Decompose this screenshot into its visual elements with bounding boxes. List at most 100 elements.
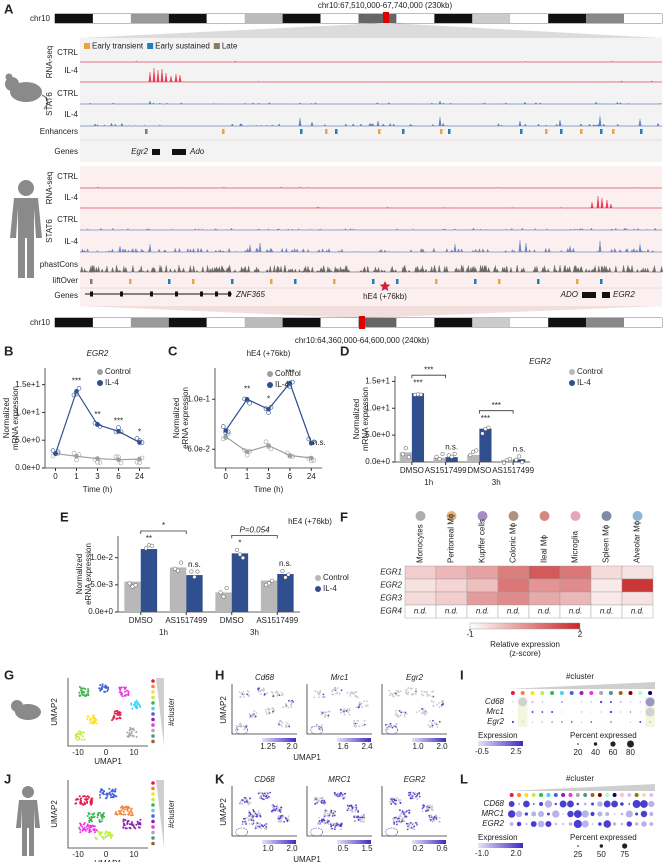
umap-point (410, 825, 413, 827)
umap-point (260, 827, 263, 830)
umap-point (428, 807, 430, 810)
umap-point (84, 798, 87, 801)
umap-point (122, 806, 125, 809)
umap-point (76, 797, 79, 800)
replicate-point (468, 453, 473, 458)
chromosome-band (168, 318, 207, 327)
umap-point (279, 723, 282, 726)
umap-point (322, 796, 324, 799)
bracket-label: P=0.054 (239, 525, 270, 534)
size-legend-dot (577, 743, 579, 745)
umap-point (255, 712, 258, 714)
colorbar-tick-label: -1 (466, 630, 474, 639)
umap-point (87, 715, 90, 718)
dotplot-dot (573, 819, 582, 829)
umap-point (257, 792, 260, 795)
x-tick-label: AS1517499 (165, 616, 207, 625)
umap-point (134, 827, 137, 830)
chromosome-band (282, 14, 321, 23)
dotplot-dot (573, 810, 582, 818)
umap-point (126, 809, 129, 812)
legend-marker (97, 380, 103, 386)
umap-point (109, 796, 112, 799)
umap-point (348, 709, 351, 712)
row-label: EGR3 (380, 594, 402, 603)
umap-point (333, 814, 336, 817)
umap-point (264, 709, 267, 711)
colorbar-tick-label: 1.6 (337, 742, 349, 751)
umap-point (331, 827, 334, 830)
legend-label: Control (577, 367, 603, 376)
dotplot-gene-label: MRC1 (481, 809, 504, 818)
umap-point (99, 789, 102, 792)
dotplot-dot (580, 711, 583, 713)
feature-colorbar (412, 840, 446, 844)
bar (260, 580, 278, 612)
column-label: Peritoneal Mϕ (447, 513, 456, 563)
umap-point (79, 689, 82, 692)
umap-point (415, 687, 418, 690)
column-label: Kupffer cells (478, 519, 487, 563)
umap-point (127, 690, 130, 693)
umap-point (130, 807, 133, 810)
umap-point (76, 732, 79, 735)
umap-point (414, 792, 417, 794)
umap-point (252, 819, 255, 822)
liftover-mark (129, 279, 132, 284)
umap-point (409, 797, 412, 799)
dotplot-dot (567, 800, 574, 808)
dotplot-dot (629, 701, 632, 703)
umap-point (259, 822, 262, 825)
cluster-dot (648, 691, 653, 695)
cluster-dot (561, 793, 566, 797)
x-tick-label: DMSO (220, 616, 244, 625)
dotplot-dot (531, 711, 534, 713)
not-detected-label: n.d. (600, 607, 613, 616)
heatmap-cell (559, 591, 592, 606)
umap-point (131, 814, 134, 817)
umap-point (126, 735, 129, 738)
umap-point (248, 810, 250, 813)
umap-point (393, 822, 396, 825)
umap-point (249, 797, 252, 800)
umap-point (136, 820, 139, 823)
umap-point (363, 724, 365, 727)
umap-point (428, 694, 431, 697)
umap-point (279, 807, 282, 810)
umap-point (89, 718, 92, 721)
umap-point (248, 823, 251, 825)
umap-point (269, 708, 271, 711)
liftover-mark (270, 279, 273, 284)
umap-point (333, 688, 336, 691)
y-tick-label: 1.0e-2 (90, 553, 113, 562)
series-line (225, 381, 312, 444)
cell-type-icon (632, 511, 643, 521)
cluster-dot (539, 793, 544, 797)
heatmap-cell (590, 578, 623, 593)
umap-point (352, 722, 355, 725)
feature-colorbar (262, 738, 296, 742)
umap-point (242, 690, 245, 693)
umap-point (122, 810, 125, 813)
legend-title: Expression (478, 731, 518, 740)
umap-point (431, 690, 433, 693)
umap-point (81, 735, 84, 738)
umap-point (409, 791, 412, 794)
umap-point (314, 803, 317, 805)
umap-point (407, 691, 410, 694)
umap-point (393, 821, 396, 824)
colorbar-tick-label: 2.0 (436, 742, 448, 751)
liftover-mark (396, 279, 399, 284)
umap-point (349, 692, 352, 695)
chromosome-band (510, 14, 549, 23)
mean-point (223, 434, 228, 440)
x-tick-label: -10 (72, 850, 84, 859)
legend-marker (315, 586, 321, 592)
umap-point (348, 708, 351, 710)
heatmap-cell (528, 578, 561, 593)
replicate-point (400, 452, 405, 457)
umap-point (404, 691, 407, 694)
dotplot-dot (515, 810, 523, 818)
umap-point (275, 807, 278, 810)
umap-point (412, 795, 415, 797)
